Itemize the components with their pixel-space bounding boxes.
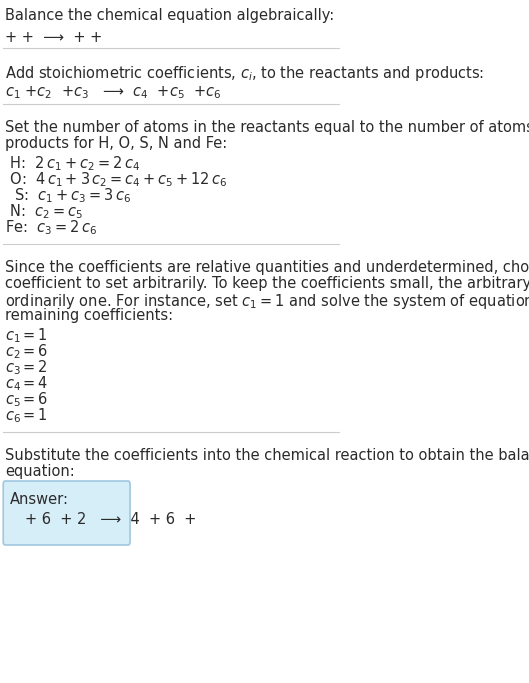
- Text: products for H, O, S, N and Fe:: products for H, O, S, N and Fe:: [5, 136, 227, 151]
- Text: Add stoichiometric coefficients, $c_i$, to the reactants and products:: Add stoichiometric coefficients, $c_i$, …: [5, 64, 485, 83]
- Text: O:  $4\,c_1 + 3\,c_2 = c_4 + c_5 + 12\,c_6$: O: $4\,c_1 + 3\,c_2 = c_4 + c_5 + 12\,c_…: [5, 170, 227, 189]
- Text: $c_1 = 1$: $c_1 = 1$: [5, 326, 48, 345]
- Text: Substitute the coefficients into the chemical reaction to obtain the balanced: Substitute the coefficients into the che…: [5, 448, 529, 463]
- Text: S:  $c_1 + c_3 = 3\,c_6$: S: $c_1 + c_3 = 3\,c_6$: [5, 186, 132, 205]
- Text: $c_4 = 4$: $c_4 = 4$: [5, 374, 49, 393]
- Text: coefficient to set arbitrarily. To keep the coefficients small, the arbitrary va: coefficient to set arbitrarily. To keep …: [5, 276, 529, 291]
- Text: ordinarily one. For instance, set $c_1 = 1$ and solve the system of equations fo: ordinarily one. For instance, set $c_1 =…: [5, 292, 529, 311]
- Text: N:  $c_2 = c_5$: N: $c_2 = c_5$: [5, 202, 84, 221]
- Text: Set the number of atoms in the reactants equal to the number of atoms in the: Set the number of atoms in the reactants…: [5, 120, 529, 135]
- Text: equation:: equation:: [5, 464, 75, 479]
- Text: Balance the chemical equation algebraically:: Balance the chemical equation algebraica…: [5, 8, 334, 23]
- Text: Fe:  $c_3 = 2\,c_6$: Fe: $c_3 = 2\,c_6$: [5, 218, 97, 237]
- Text: Since the coefficients are relative quantities and underdetermined, choose a: Since the coefficients are relative quan…: [5, 260, 529, 275]
- Text: H:  $2\,c_1 + c_2 = 2\,c_4$: H: $2\,c_1 + c_2 = 2\,c_4$: [5, 154, 140, 173]
- FancyBboxPatch shape: [3, 481, 130, 545]
- Text: + 6  + 2   ⟶  4  + 6  +: + 6 + 2 ⟶ 4 + 6 +: [24, 512, 196, 527]
- Text: $c_6 = 1$: $c_6 = 1$: [5, 406, 48, 425]
- Text: $c_2 = 6$: $c_2 = 6$: [5, 342, 49, 361]
- Text: remaining coefficients:: remaining coefficients:: [5, 308, 174, 323]
- Text: $c_5 = 6$: $c_5 = 6$: [5, 390, 49, 408]
- Text: + +  ⟶  + +: + + ⟶ + +: [5, 30, 103, 45]
- Text: $c_1$ +$c_2$  +$c_3$   ⟶  $c_4$  +$c_5$  +$c_6$: $c_1$ +$c_2$ +$c_3$ ⟶ $c_4$ +$c_5$ +$c_6…: [5, 84, 222, 100]
- Text: Answer:: Answer:: [11, 492, 69, 507]
- Text: $c_3 = 2$: $c_3 = 2$: [5, 358, 48, 377]
